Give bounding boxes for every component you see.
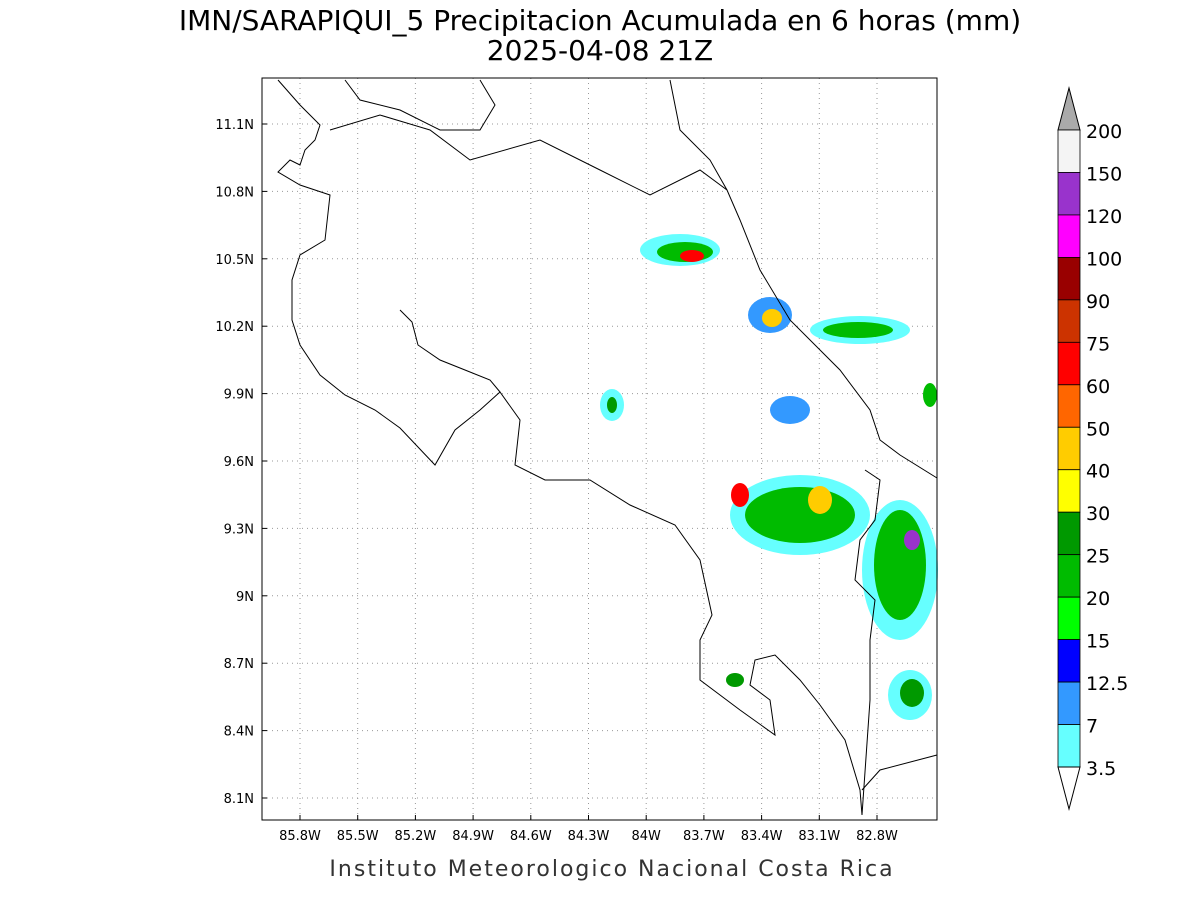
- lon-tick-label: 84.9W: [452, 829, 494, 844]
- colorbar-box: [1057, 214, 1081, 258]
- rain-area: [823, 322, 893, 338]
- lat-tick-label: 8.7N: [224, 657, 254, 672]
- lat-tick-label: 11.1N: [215, 118, 254, 133]
- colorbar: 200 150 120 100 90 75 60 50 40 30 25 20 15 12.5 7 3.5: [1057, 86, 1128, 811]
- lat-tick-label: 8.4N: [224, 725, 254, 740]
- lat-tick-label: 9.6N: [224, 455, 254, 470]
- panama-coast: [861, 754, 938, 791]
- colorbar-under: [1057, 766, 1081, 811]
- lon-tick-label: 85.5W: [337, 829, 379, 844]
- colorbar-label: 20: [1086, 588, 1110, 610]
- lon-tick-label: 84.6W: [510, 829, 552, 844]
- lon-tick-label: 84.3W: [568, 829, 610, 844]
- subtitle: 2025-04-08 21Z: [487, 34, 713, 67]
- colorbar-box: [1057, 341, 1081, 386]
- rain-area: [874, 510, 926, 620]
- lake-shore: [344, 79, 496, 131]
- lat-tick-label: 9N: [236, 590, 254, 605]
- rain-area: [923, 383, 937, 407]
- rain-area: [607, 397, 617, 413]
- colorbar-label: 150: [1086, 163, 1122, 185]
- colorbar-box: [1057, 511, 1081, 556]
- title: IMN/SARAPIQUI_5 Precipitacion Acumulada …: [179, 4, 1021, 37]
- colorbar-box: [1057, 596, 1081, 641]
- map-frame: [261, 77, 938, 821]
- lat-tick-label: 9.3N: [224, 522, 254, 537]
- colorbar-label: 100: [1086, 248, 1122, 270]
- lon-tick-label: 82.8W: [856, 829, 898, 844]
- lon-tick-label: 83.7W: [683, 829, 725, 844]
- footer: Instituto Meteorologico Nacional Costa R…: [329, 857, 894, 882]
- colorbar-label: 120: [1086, 206, 1122, 228]
- colorbar-label: 90: [1086, 291, 1110, 313]
- rain-area: [900, 679, 924, 707]
- coastlines: [277, 79, 938, 816]
- colorbar-label: 50: [1086, 418, 1110, 440]
- colorbar-box: [1057, 426, 1081, 471]
- colorbar-box: [1057, 469, 1081, 513]
- colorbar-box: [1057, 724, 1081, 768]
- caribbean-coast: [669, 79, 938, 479]
- colorbar-label: 25: [1086, 546, 1110, 568]
- colorbar-label: 12.5: [1086, 673, 1128, 695]
- rain-area: [762, 309, 782, 327]
- nicoya-gulf: [399, 309, 501, 393]
- colorbar-box: [1057, 172, 1081, 216]
- colorbar-label: 75: [1086, 333, 1110, 355]
- rain-area: [904, 530, 920, 550]
- lon-tick-label: 83.1W: [798, 829, 840, 844]
- rain-area: [680, 250, 704, 262]
- colorbar-box: [1057, 681, 1081, 725]
- rain-area: [770, 396, 810, 424]
- colorbar-label: 15: [1086, 631, 1110, 653]
- lat-tick-label: 8.1N: [224, 792, 254, 807]
- colorbar-box: [1057, 384, 1081, 428]
- colorbar-label: 200: [1086, 121, 1122, 143]
- rain-area: [808, 486, 832, 514]
- lat-tick-label: 10.2N: [215, 320, 254, 335]
- colorbar-box: [1057, 639, 1081, 683]
- panama-border: [854, 469, 881, 816]
- colorbar-label: 30: [1086, 503, 1110, 525]
- colorbar-box: [1057, 129, 1081, 173]
- rain-area: [731, 483, 749, 507]
- grid: [262, 78, 937, 820]
- rain-area: [726, 673, 744, 687]
- colorbar-label: 7: [1086, 716, 1098, 738]
- pacific-coast: [277, 79, 863, 816]
- colorbar-label: 40: [1086, 461, 1110, 483]
- lat-tick-label: 9.9N: [224, 388, 254, 403]
- lon-tick-label: 84W: [631, 829, 661, 844]
- colorbar-label: 3.5: [1086, 758, 1116, 780]
- axes: 11.1N 10.8N 10.5N 10.2N 9.9N 9.6N 9.3N 9N 8.7N 8.…: [215, 118, 898, 844]
- colorbar-box: [1057, 299, 1081, 343]
- precipitation-field: [600, 234, 938, 720]
- lat-tick-label: 10.5N: [215, 253, 254, 268]
- lon-tick-label: 83.4W: [741, 829, 783, 844]
- colorbar-box: [1057, 554, 1081, 598]
- rain-area: [745, 487, 855, 543]
- lon-tick-label: 85.8W: [279, 829, 321, 844]
- colorbar-box: [1057, 256, 1081, 301]
- lat-tick-label: 10.8N: [215, 185, 254, 200]
- nicaragua-border: [329, 114, 728, 196]
- colorbar-label: 60: [1086, 376, 1110, 398]
- lon-tick-label: 85.2W: [394, 829, 436, 844]
